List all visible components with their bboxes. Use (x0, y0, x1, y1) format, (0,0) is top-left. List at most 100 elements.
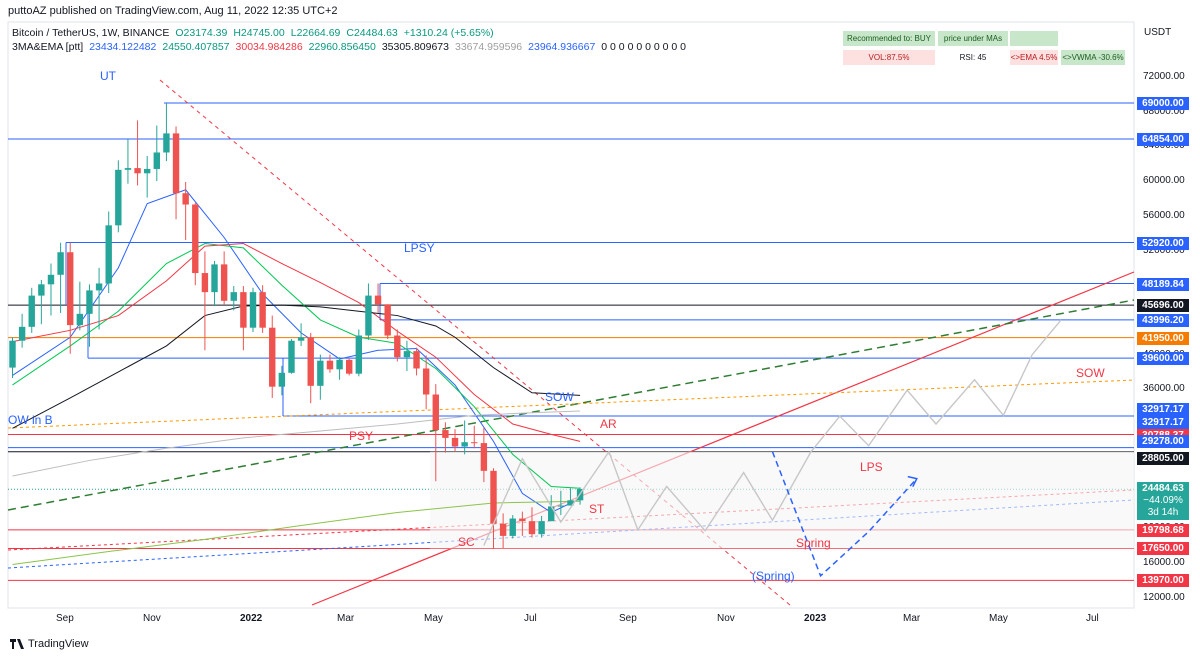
candle-body (105, 225, 112, 284)
candle (240, 286, 247, 351)
price-level-tag: 69000.00 (1137, 97, 1189, 111)
candle (490, 468, 497, 549)
brand-label: TradingView (28, 638, 89, 650)
candle (201, 251, 209, 351)
candle-body (192, 204, 199, 274)
tradingview-logo-icon (10, 639, 24, 649)
candle (230, 286, 237, 311)
candle (336, 357, 343, 380)
candle (422, 355, 430, 410)
candle-body (422, 368, 430, 395)
candle (269, 315, 276, 398)
ma-line-blue (12, 189, 581, 514)
candle (355, 329, 363, 377)
candle-body (326, 360, 334, 370)
price-level-tag: 45696.00 (1137, 299, 1189, 313)
candle (38, 279, 45, 325)
annotation-label: SOW (1076, 366, 1105, 380)
indicator-name[interactable]: 3MA&EMA [ptt] (12, 41, 84, 53)
candle-body (548, 506, 555, 522)
price-level-tag: 19798.68 (1137, 523, 1189, 537)
candle (220, 251, 228, 305)
candle (105, 211, 112, 294)
range-box (430, 451, 1134, 549)
candle (528, 507, 536, 538)
symbol-label[interactable]: Bitcoin / TetherUS, 1W, BINANCE (12, 27, 170, 39)
candle-body (365, 295, 372, 336)
candle-body (201, 273, 209, 293)
candle-body (567, 500, 574, 506)
candle-body (18, 326, 26, 341)
candle (451, 429, 459, 452)
candle-body (143, 168, 151, 174)
candle-body (269, 327, 276, 387)
time-tick-label: Jul (524, 613, 537, 624)
candle-body (124, 168, 132, 170)
red-dotted-line (7, 489, 1135, 551)
candle-body (9, 340, 16, 368)
tradingview-brand[interactable]: TradingView (10, 638, 89, 650)
candle-body (134, 168, 141, 174)
candle-body (278, 372, 286, 387)
candle (365, 283, 372, 340)
price-tick-label: 60000.00 (1143, 175, 1185, 187)
current-change: −44.09% (1143, 495, 1183, 507)
candle (317, 354, 324, 400)
candle (403, 340, 411, 372)
candle-body (153, 152, 160, 169)
candle (153, 125, 160, 182)
indicator-value: 22960.856450 (308, 41, 376, 53)
candle (9, 337, 16, 379)
candle (143, 155, 151, 198)
candle-body (499, 523, 507, 536)
candle (47, 263, 55, 316)
candle (326, 354, 334, 373)
candle-body (519, 518, 526, 522)
ohlc-low: L22664.69 (290, 27, 341, 39)
candle-body (461, 442, 468, 447)
candle-body (528, 521, 536, 535)
candle-body (471, 442, 478, 444)
candle (182, 181, 189, 241)
candle (394, 329, 401, 362)
spring-arrow-icon (907, 475, 918, 487)
candle (124, 139, 132, 184)
candle (211, 260, 218, 307)
candle-body (403, 351, 411, 358)
time-tick-label: May (989, 613, 1008, 624)
annotation-label: LPS (860, 460, 883, 474)
indicator-value: 24550.407857 (162, 41, 230, 53)
candle (297, 323, 305, 346)
candle-body (509, 518, 516, 536)
ma-line-black (12, 304, 581, 429)
price-level-tag: 52920.00 (1137, 236, 1189, 250)
candle (95, 267, 103, 330)
candle (307, 332, 314, 404)
indicator-value: 30034.984286 (235, 41, 303, 53)
publish-header: puttoAZ published on TradingView.com, Au… (0, 0, 1200, 22)
candle (163, 103, 170, 162)
candle-body (230, 292, 237, 301)
candle (249, 287, 257, 333)
candle-body (259, 292, 266, 328)
candle-body (413, 351, 420, 369)
recommend-badge: Recommended to: BUY (843, 31, 935, 46)
time-tick-label: 2022 (240, 613, 263, 624)
ma-line-red (12, 243, 581, 442)
candle (288, 338, 295, 374)
time-tick-label: May (424, 613, 443, 624)
current-price-tag: 24484.63 −44.09% 3d 14h (1137, 482, 1189, 521)
annotation-label: OW in B (8, 413, 53, 427)
candle-body (480, 443, 488, 471)
time-tick-label: Sep (619, 613, 637, 624)
candle (557, 490, 565, 516)
candle-body (211, 264, 218, 293)
candle (28, 287, 35, 333)
annotation-label: SC (458, 535, 475, 549)
chart-pane-border (7, 21, 1135, 609)
time-tick-label: Nov (143, 613, 161, 624)
candle (538, 515, 545, 538)
candle-body (47, 274, 55, 285)
price-level-tag: 48189.84 (1137, 277, 1189, 291)
